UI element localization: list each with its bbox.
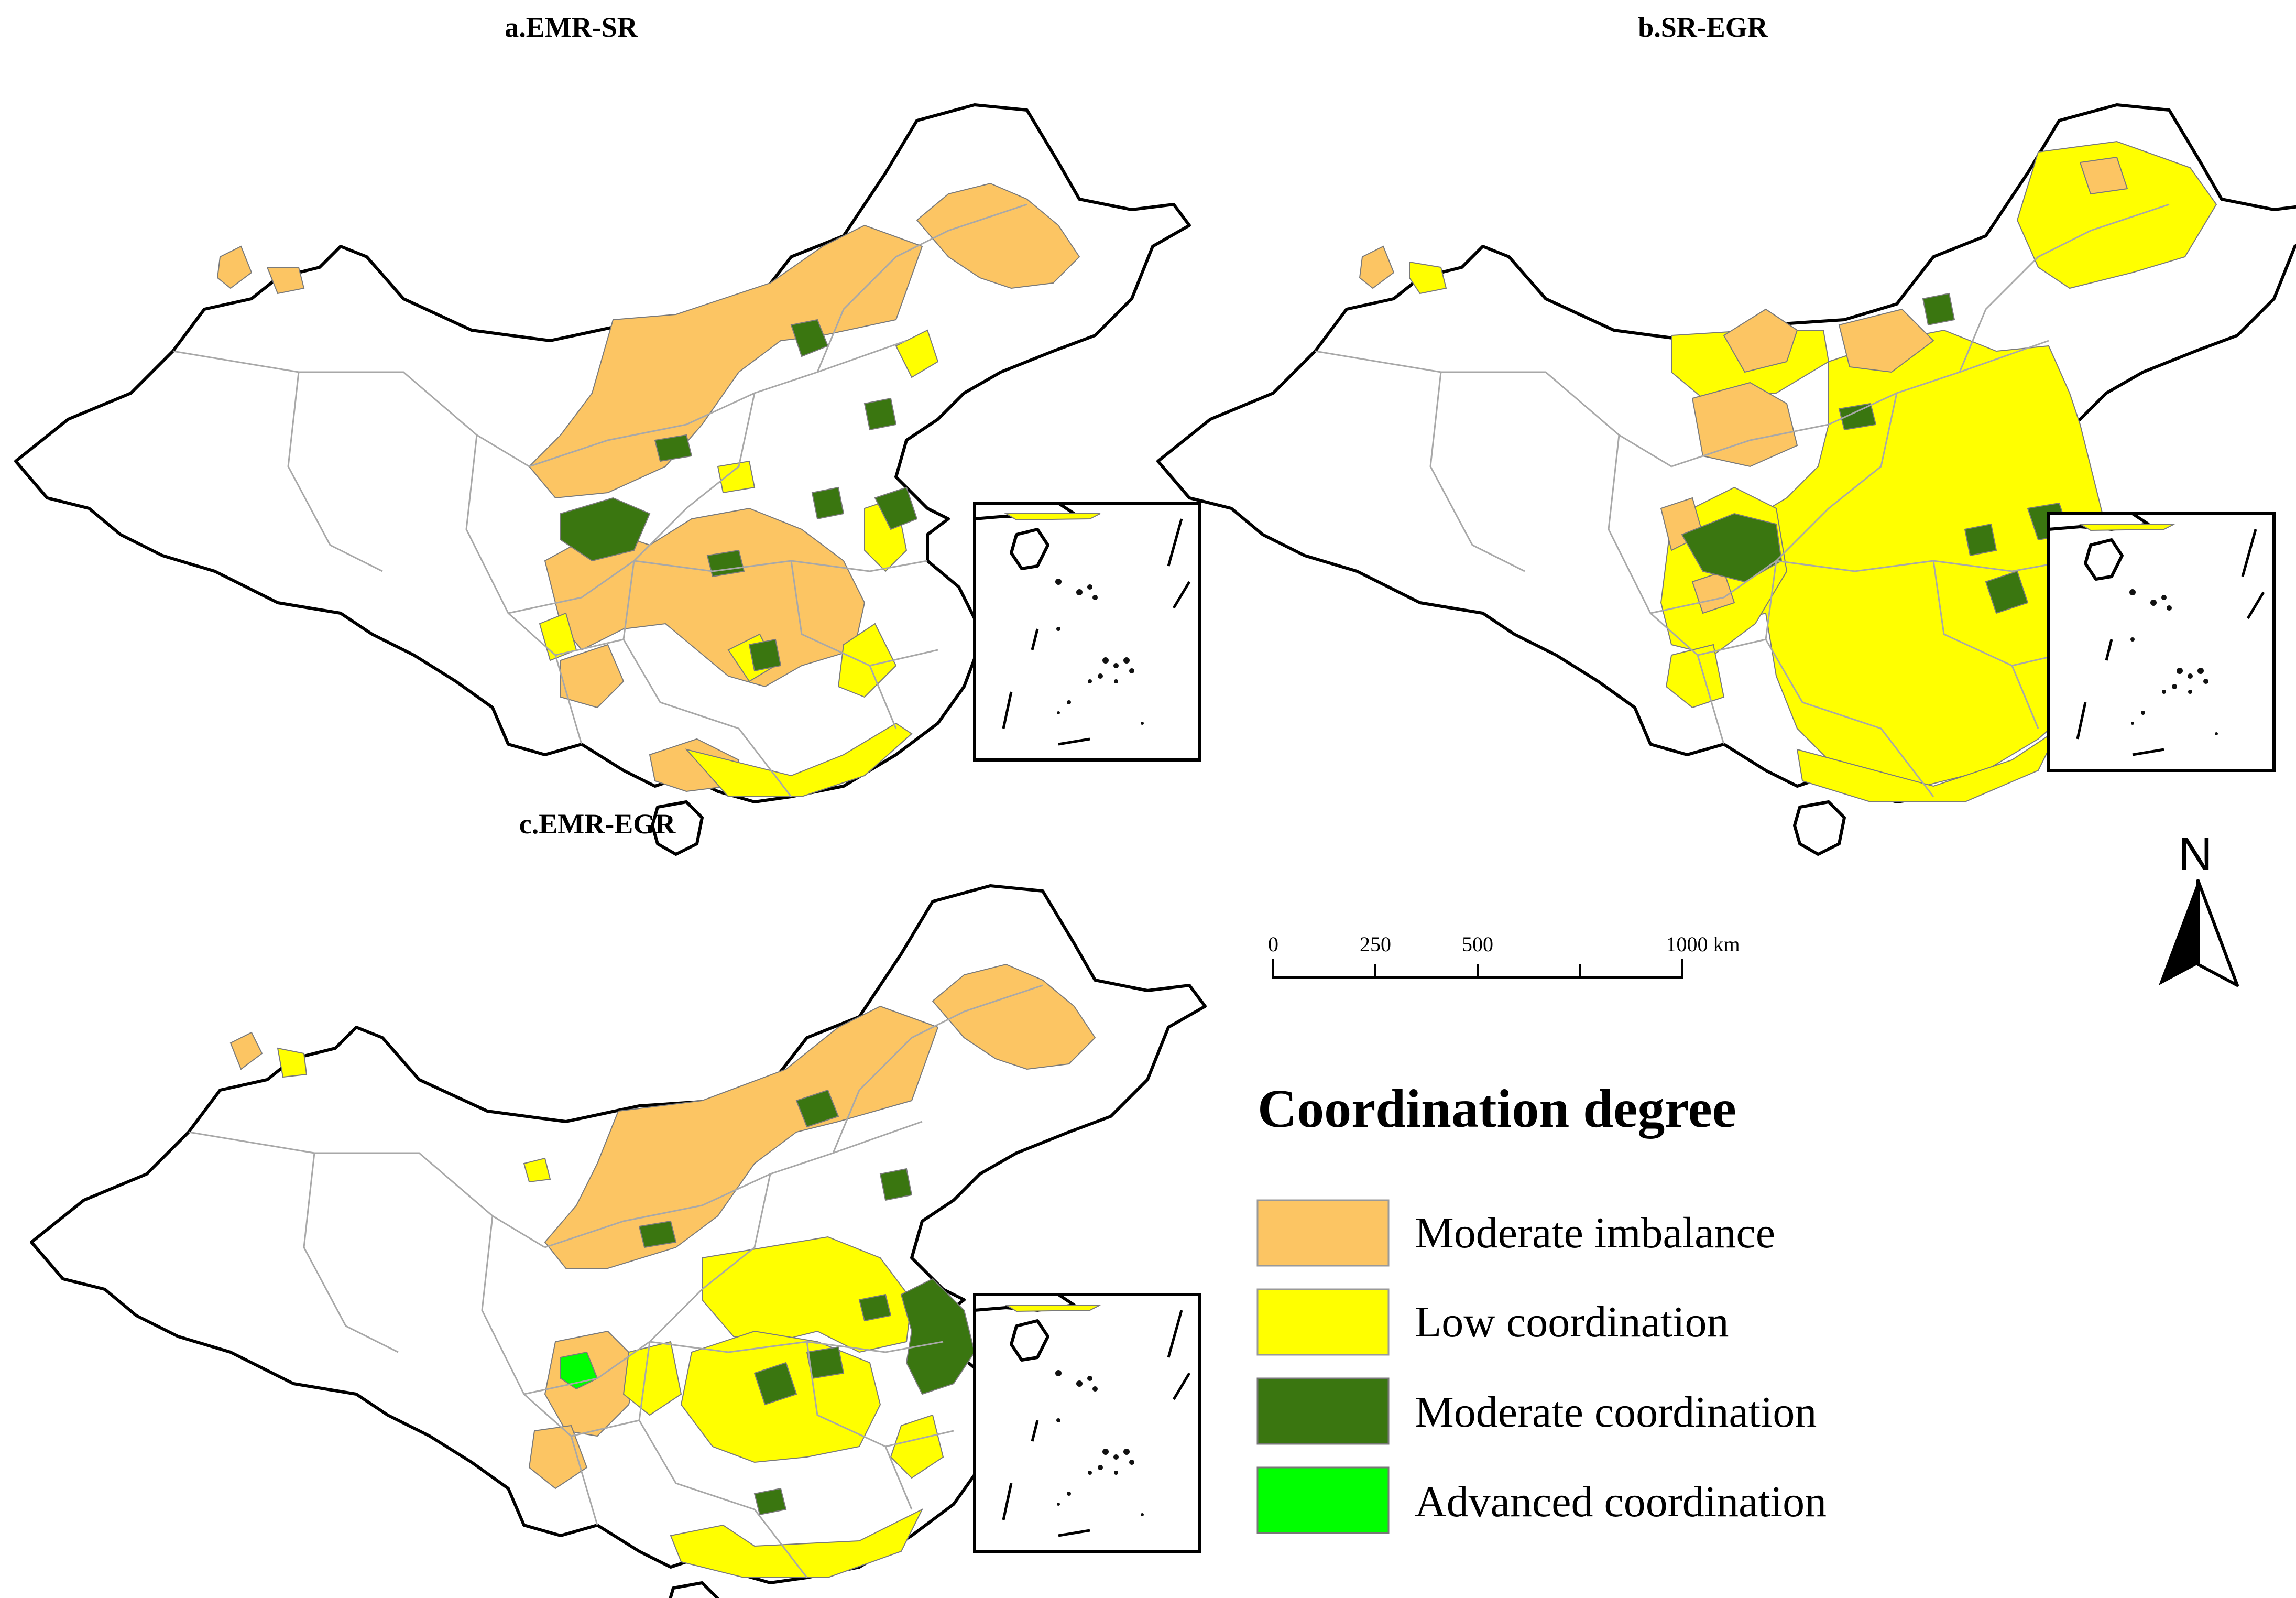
hainan-outline	[1795, 802, 1844, 854]
inset-south-china-sea	[975, 1295, 1200, 1551]
panel-title-b: b.SR-EGR	[1638, 12, 1768, 43]
regions-moderate-coordination	[638, 1089, 976, 1516]
regions-moderate-imbalance	[1359, 156, 2128, 614]
scale-tick-0: 0	[1268, 932, 1278, 956]
north-arrow-icon	[2159, 880, 2198, 985]
legend-label-low-coordination: Low coordination	[1415, 1298, 1729, 1346]
legend-swatch-low-coordination	[1256, 1288, 1390, 1356]
north-arrow: N	[2159, 828, 2239, 987]
panel-title-a: a.EMR-SR	[505, 12, 638, 43]
legend-label-moderate-imbalance: Moderate imbalance	[1415, 1209, 1775, 1257]
legend-swatch-moderate-imbalance	[1256, 1199, 1390, 1267]
scale-tick-1000: 1000 km	[1666, 932, 1740, 956]
map-panel-c	[31, 886, 1205, 1598]
regions-low-coordination	[539, 329, 939, 797]
north-label: N	[2179, 828, 2213, 880]
legend-swatch-moderate-coordination	[1256, 1377, 1390, 1445]
inset-south-china-sea	[2049, 514, 2274, 770]
map-panel-a	[16, 105, 1200, 854]
legend: Coordination degree Moderate imbalance L…	[1256, 1079, 1827, 1534]
legend-label-advanced-coordination: Advanced coordination	[1415, 1477, 1827, 1526]
hainan-outline	[668, 1583, 718, 1598]
inset-south-china-sea	[975, 503, 1200, 760]
map-panel-b	[1158, 105, 2296, 854]
legend-title: Coordination degree	[1258, 1079, 1736, 1139]
panel-title-c: c.EMR-EGR	[519, 808, 676, 840]
legend-label-moderate-coordination: Moderate coordination	[1415, 1388, 1817, 1437]
scale-tick-250: 250	[1360, 932, 1391, 956]
scale-bar: 0 250 500 1000 km	[1268, 932, 1740, 979]
legend-swatch-advanced-coordination	[1256, 1466, 1390, 1534]
scale-tick-500: 500	[1462, 932, 1493, 956]
